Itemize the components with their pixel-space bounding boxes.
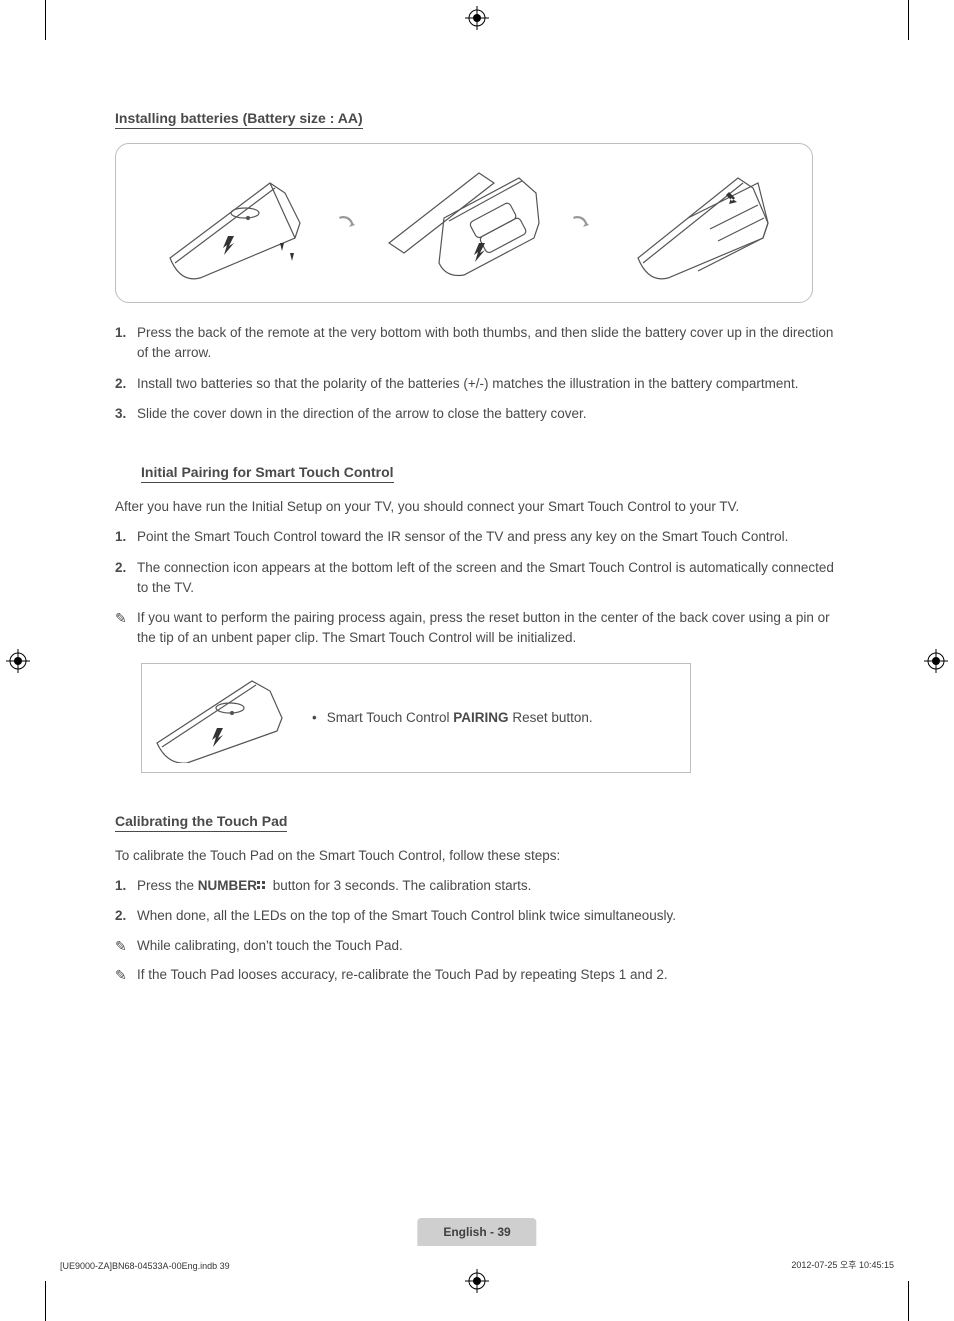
footer-filename: [UE9000-ZA]BN68-04533A-00Eng.indb 39 (60, 1261, 230, 1271)
registration-mark-icon (465, 6, 489, 30)
remote-back-closed-icon (150, 163, 310, 283)
pairing-intro: After you have run the Initial Setup on … (115, 497, 835, 517)
step-number: 2. (115, 558, 137, 599)
bullet-icon: • (312, 710, 317, 725)
section-title-batteries: Installing batteries (Battery size : AA) (115, 110, 363, 129)
pairing-steps-list: 1.Point the Smart Touch Control toward t… (115, 527, 835, 598)
bullet-text: Smart Touch Control PAIRING Reset button… (327, 710, 593, 725)
step-text: Press the back of the remote at the very… (137, 323, 835, 364)
crop-mark (908, 1281, 909, 1321)
step-number: 1. (115, 323, 137, 364)
note-text: If you want to perform the pairing proce… (137, 608, 835, 649)
pairing-note-list: ✎If you want to perform the pairing proc… (115, 608, 835, 649)
remote-pairing-icon (152, 673, 292, 763)
text-part: Press the (137, 878, 198, 893)
note-text: If the Touch Pad looses accuracy, re-cal… (137, 965, 668, 986)
note-icon: ✎ (115, 936, 137, 957)
step-number: 3. (115, 404, 137, 424)
text-part: button for 3 seconds. The calibration st… (269, 878, 531, 893)
list-item: ✎While calibrating, don't touch the Touc… (115, 936, 835, 957)
remote-back-open-icon (384, 163, 544, 283)
list-item: 1. Press the NUMBER button for 3 seconds… (115, 876, 835, 896)
text-bold: NUMBER (198, 878, 257, 893)
note-text: While calibrating, don't touch the Touch… (137, 936, 403, 957)
text-bold: PAIRING (453, 710, 508, 725)
note-icon: ✎ (115, 965, 137, 986)
section-title-pairing: Initial Pairing for Smart Touch Control (141, 464, 394, 483)
remote-closing-icon (618, 163, 778, 283)
step-text: Install two batteries so that the polari… (137, 374, 798, 394)
pairing-bullet: • Smart Touch Control PAIRING Reset butt… (312, 710, 593, 725)
step-text: Slide the cover down in the direction of… (137, 404, 587, 424)
calibrating-steps-list: 1. Press the NUMBER button for 3 seconds… (115, 876, 835, 927)
step-text: Press the NUMBER button for 3 seconds. T… (137, 876, 531, 896)
crop-mark (45, 1281, 46, 1321)
section-title-calibrating: Calibrating the Touch Pad (115, 813, 287, 832)
footer-timestamp: 2012-07-25 오후 10:45:15 (791, 1258, 894, 1271)
list-item: ✎If you want to perform the pairing proc… (115, 608, 835, 649)
registration-mark-icon (465, 1269, 489, 1293)
list-item: 2.Install two batteries so that the pola… (115, 374, 835, 394)
text-part: Reset button. (509, 710, 593, 725)
pairing-figure-box: • Smart Touch Control PAIRING Reset butt… (141, 663, 691, 773)
step-arrow-icon (571, 213, 591, 233)
step-number: 1. (115, 876, 137, 896)
list-item: 1.Press the back of the remote at the ve… (115, 323, 835, 364)
step-number: 1. (115, 527, 137, 547)
list-item: 1.Point the Smart Touch Control toward t… (115, 527, 835, 547)
battery-figure-box (115, 143, 813, 303)
step-text: When done, all the LEDs on the top of th… (137, 906, 676, 926)
calibrating-note-list: ✎While calibrating, don't touch the Touc… (115, 936, 835, 986)
step-text: Point the Smart Touch Control toward the… (137, 527, 788, 547)
registration-mark-icon (6, 649, 30, 673)
registration-mark-icon (924, 649, 948, 673)
text-part: Smart Touch Control (327, 710, 454, 725)
list-item: 2.The connection icon appears at the bot… (115, 558, 835, 599)
step-number: 2. (115, 906, 137, 926)
list-item: ✎If the Touch Pad looses accuracy, re-ca… (115, 965, 835, 986)
step-text: The connection icon appears at the botto… (137, 558, 835, 599)
crop-mark (45, 0, 46, 40)
crop-mark (908, 0, 909, 40)
page-content: Installing batteries (Battery size : AA) (115, 110, 835, 994)
step-number: 2. (115, 374, 137, 394)
step-arrow-icon (337, 213, 357, 233)
calibrating-intro: To calibrate the Touch Pad on the Smart … (115, 846, 835, 866)
number-button-icon (257, 881, 269, 891)
page-number-pill: English - 39 (417, 1218, 536, 1246)
list-item: 2.When done, all the LEDs on the top of … (115, 906, 835, 926)
list-item: 3.Slide the cover down in the direction … (115, 404, 835, 424)
battery-steps-list: 1.Press the back of the remote at the ve… (115, 323, 835, 424)
note-icon: ✎ (115, 608, 137, 649)
